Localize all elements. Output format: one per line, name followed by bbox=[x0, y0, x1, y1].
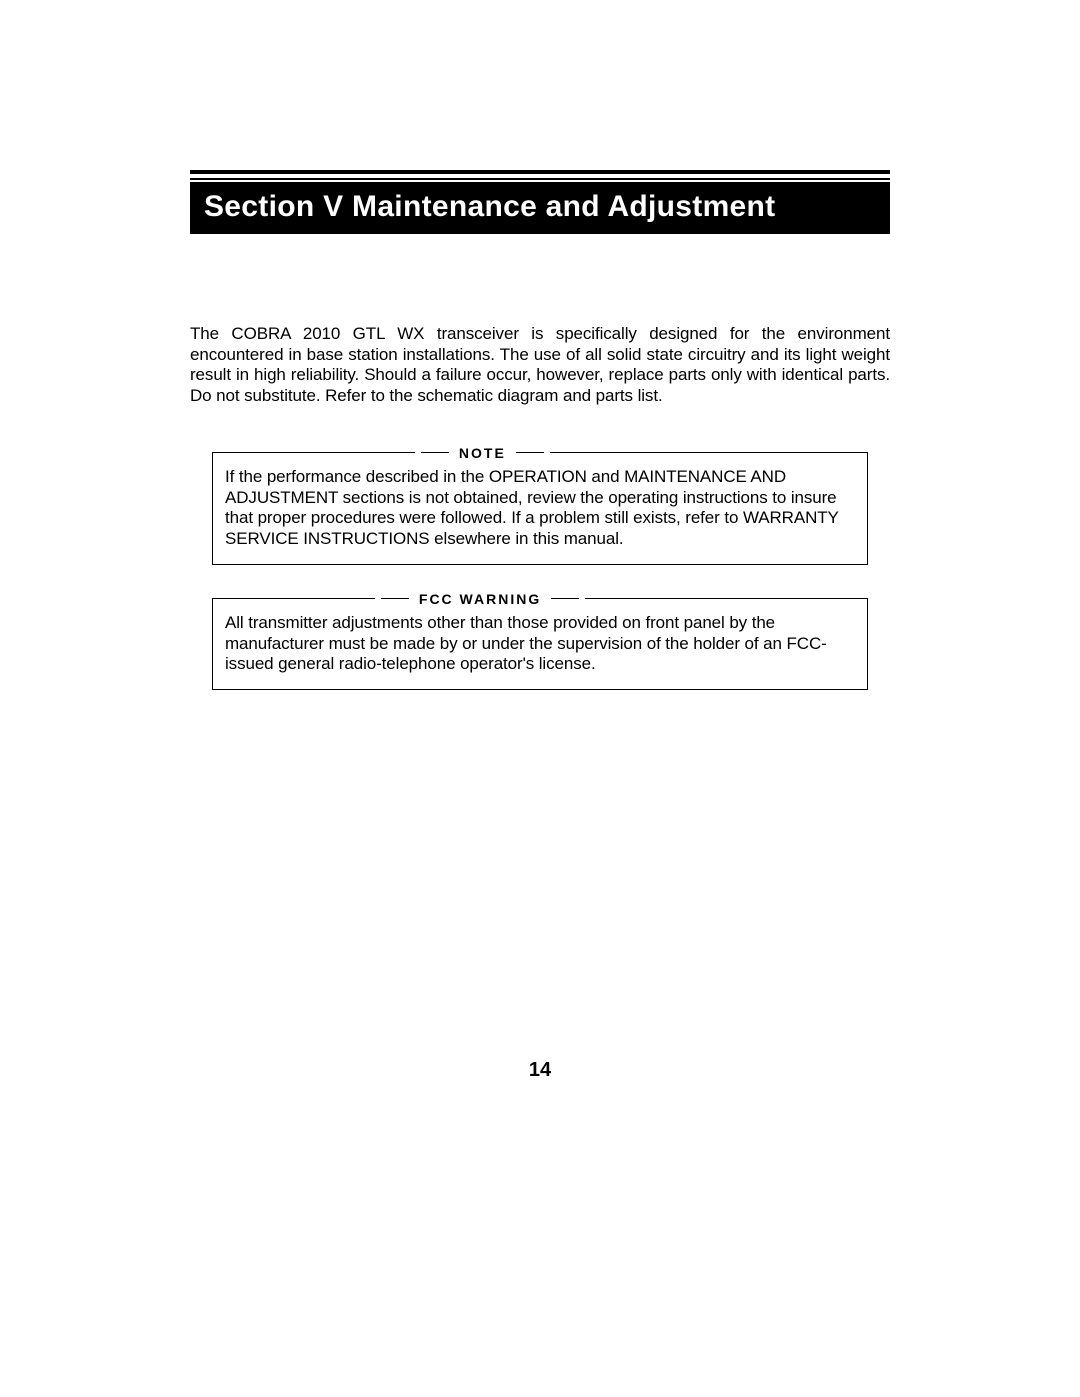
note-label-text: NOTE bbox=[459, 445, 506, 461]
header-rule-thin bbox=[190, 178, 890, 180]
fcc-warning-text: All transmitter adjustments other than t… bbox=[225, 613, 855, 675]
callout-container: NOTE If the performance described in the… bbox=[190, 445, 890, 690]
rule-dash-icon bbox=[381, 598, 409, 599]
fcc-warning-callout: FCC WARNING All transmitter adjustments … bbox=[212, 591, 868, 690]
rule-dash-icon bbox=[421, 452, 449, 453]
note-callout: NOTE If the performance described in the… bbox=[212, 445, 868, 565]
intro-paragraph: The COBRA 2010 GTL WX transceiver is spe… bbox=[190, 324, 890, 407]
note-callout-text: If the performance described in the OPER… bbox=[225, 467, 855, 550]
fcc-warning-label: FCC WARNING bbox=[375, 591, 585, 607]
page-number: 14 bbox=[0, 1059, 1080, 1082]
manual-page: Section V Maintenance and Adjustment The… bbox=[0, 0, 1080, 1397]
note-callout-label: NOTE bbox=[415, 445, 550, 461]
section-title-banner: Section V Maintenance and Adjustment bbox=[190, 182, 890, 234]
fcc-warning-label-text: FCC WARNING bbox=[419, 591, 541, 607]
rule-dash-icon bbox=[551, 598, 579, 599]
header-rule-thick bbox=[190, 170, 890, 174]
rule-dash-icon bbox=[516, 452, 544, 453]
